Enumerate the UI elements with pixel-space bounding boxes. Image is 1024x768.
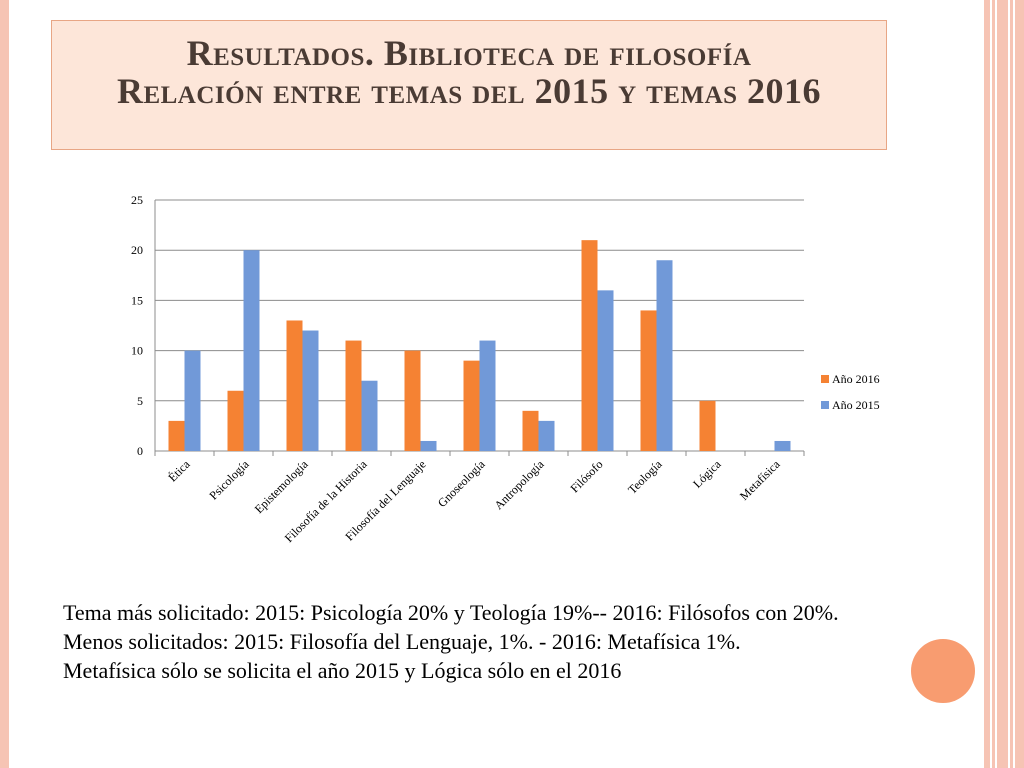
bar: [184, 350, 201, 451]
legend-swatch: [821, 401, 829, 409]
bar: [597, 290, 614, 451]
bar: [479, 340, 496, 451]
x-tick-label: Gnoseología: [435, 457, 488, 510]
bar: [243, 250, 260, 451]
bar: [420, 440, 437, 451]
bar: [463, 360, 480, 451]
slide-title-line-1: Resultados. Biblioteca de filosofía: [186, 33, 752, 73]
x-tick-label: Lógica: [690, 457, 724, 491]
bar: [699, 400, 716, 451]
bar: [227, 390, 244, 451]
bar: [640, 310, 657, 451]
summary-text: Tema más solicitado: 2015: Psicología 20…: [63, 598, 943, 685]
bar: [286, 320, 303, 451]
summary-line-least-requested: Menos solicitados: 2015: Filosofía del L…: [63, 629, 741, 654]
x-tick-label: Psicología: [206, 457, 252, 503]
bar: [522, 410, 539, 451]
legend-label: Año 2015: [832, 398, 880, 412]
bar: [404, 350, 421, 451]
slide-title-line-2: Relación entre temas del 2015 y temas 20…: [116, 71, 822, 111]
x-tick-label: Teología: [625, 457, 665, 497]
title-box: Resultados. Biblioteca de filosofía Rela…: [51, 20, 887, 150]
bar: [581, 240, 598, 451]
decor-circle: [911, 639, 975, 703]
right-decor-stripes: [984, 0, 1024, 768]
y-tick-label: 10: [131, 344, 143, 358]
x-tick-label: Epistemología: [252, 457, 311, 516]
y-tick-label: 5: [137, 394, 143, 408]
x-tick-label: Antropología: [491, 457, 547, 513]
bar: [656, 260, 673, 451]
x-tick-label: Filósofo: [567, 457, 605, 495]
y-tick-label: 15: [131, 293, 143, 307]
legend-swatch: [821, 375, 829, 383]
x-tick-label: Metafísica: [737, 457, 783, 503]
summary-line-exclusive: Metafísica sólo se solicita el año 2015 …: [63, 658, 622, 683]
x-tick-label: Ética: [165, 457, 193, 485]
y-tick-label: 0: [137, 444, 143, 458]
bar: [774, 440, 791, 451]
bar: [168, 420, 185, 451]
bar-chart: 0 5 10 15 20 25 Ética Psicología Epistemología Fi…: [131, 193, 880, 545]
bar: [361, 380, 378, 451]
bar: [302, 330, 319, 451]
legend-label: Año 2016: [832, 372, 880, 386]
summary-line-most-requested: Tema más solicitado: 2015: Psicología 20…: [63, 600, 839, 625]
left-decor-stripe: [0, 0, 9, 768]
bar: [345, 340, 362, 451]
y-tick-label: 25: [131, 193, 143, 207]
y-tick-label: 20: [131, 243, 143, 257]
bar: [538, 420, 555, 451]
